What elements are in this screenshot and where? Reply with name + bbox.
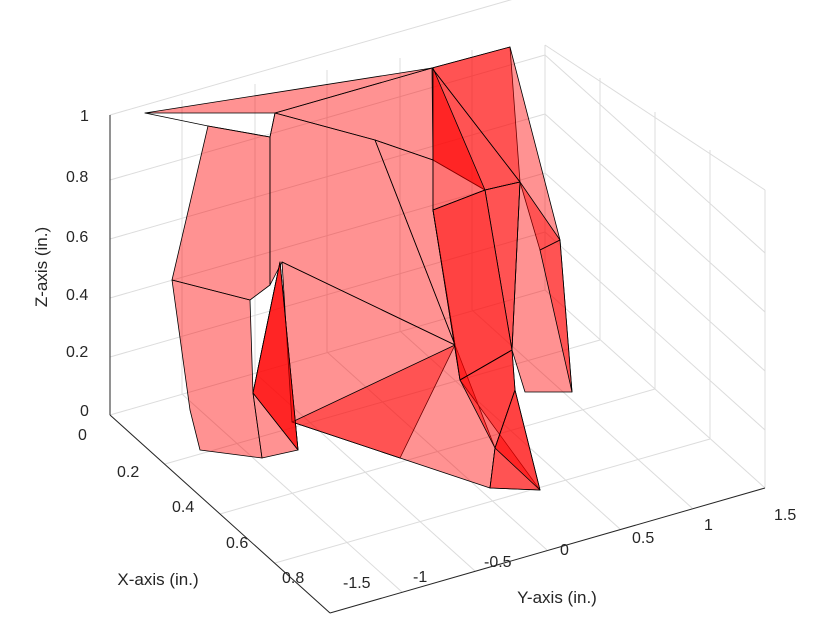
y-tick-label: 0: [560, 542, 569, 559]
y-tick-label: -1.5: [343, 575, 371, 592]
z-tick-label: 1: [80, 108, 89, 125]
z-tick-label: 0.2: [66, 344, 88, 361]
x-tick-label: 0.4: [172, 499, 194, 516]
axes-lines: [109, 115, 766, 614]
surface-facet-overlap: [494, 389, 541, 491]
y-tick-label: 0.5: [632, 530, 654, 547]
z-tick-label: 0.8: [66, 169, 88, 186]
surface-facet: [511, 181, 573, 393]
surface-facet-overlap: [252, 261, 299, 451]
x-axis: 0 0.2 0.4 0.6 0.8 X-axis (in.): [78, 427, 304, 589]
z-tick-label: 0.4: [66, 287, 88, 304]
y-tick-label: 1: [704, 517, 713, 534]
x-axis-label: X-axis (in.): [117, 570, 198, 589]
x-tick-label: 0.2: [117, 464, 139, 481]
x-tick-label: 0.6: [226, 535, 248, 552]
x-tick-label: 0.8: [282, 570, 304, 587]
y-tick-label: -1: [413, 569, 427, 586]
y-axis: -1.5 -1 -0.5 0 0.5 1 1.5 Y-axis (in.): [343, 507, 796, 607]
surface-mesh: [144, 46, 573, 491]
x-tick-label: 0: [78, 427, 87, 444]
z-tick-label: 0.6: [66, 229, 88, 246]
z-axis-label: Z-axis (in.): [32, 227, 51, 307]
surface-facet: [144, 67, 433, 114]
surface-facet: [171, 125, 271, 301]
y-tick-label: 1.5: [774, 507, 796, 524]
surface-facet: [171, 279, 263, 459]
surface-facet: [539, 239, 573, 393]
y-axis-label: Y-axis (in.): [517, 588, 597, 607]
z-axis: 0 0.2 0.4 0.6 0.8 1 Z-axis (in.): [32, 108, 89, 420]
y-tick-label: -0.5: [484, 554, 512, 571]
z-tick-label: 0: [80, 403, 89, 420]
